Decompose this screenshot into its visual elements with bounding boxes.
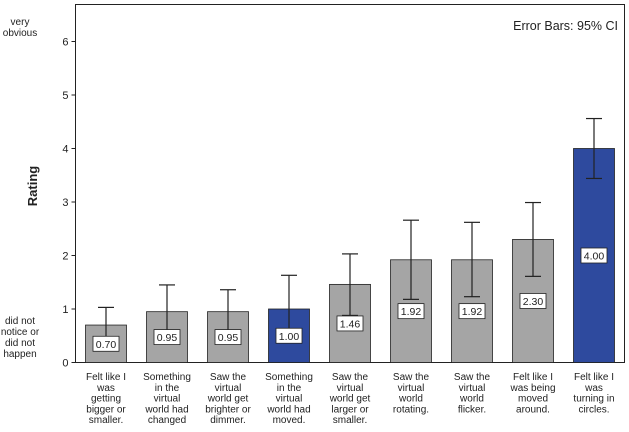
y-anchor-top-line: obvious: [3, 28, 37, 39]
y-anchor-top-line: very: [11, 17, 30, 28]
y-tick-label: 0: [62, 358, 68, 370]
x-category-label-line: circles.: [578, 404, 609, 415]
value-label-box: [580, 247, 608, 264]
y-tick-label: 3: [62, 197, 68, 209]
value-label: 1.92: [462, 306, 483, 318]
x-category-label-line: Felt like I: [574, 372, 614, 383]
x-category-label-line: getting: [91, 394, 121, 405]
value-label: 1.46: [340, 318, 361, 330]
x-category-label-line: flicker.: [458, 404, 486, 415]
x-category-label-line: world: [398, 394, 423, 405]
x-category-label-line: virtual: [337, 383, 364, 394]
value-label-box: [214, 329, 242, 345]
x-category-label-line: world had: [144, 404, 188, 415]
x-category-label-line: Felt like I: [86, 372, 126, 383]
y-tick-label: 6: [62, 37, 68, 49]
y-axis-title: Rating: [25, 166, 40, 207]
x-category-label-line: moved.: [273, 415, 306, 426]
x-category-label-line: in the: [155, 383, 180, 394]
x-category-label-line: moved: [518, 394, 548, 405]
y-anchor-bottom-line: happen: [3, 349, 36, 360]
x-category-label-line: Saw the: [454, 372, 491, 383]
y-tick-label: 2: [62, 251, 68, 263]
value-label-box: [92, 335, 120, 352]
x-category-label-line: virtual: [276, 394, 303, 405]
x-category-label-line: larger or: [331, 404, 369, 415]
value-label: 0.95: [218, 332, 239, 344]
x-category-label-line: world: [459, 394, 484, 405]
value-label: 1.00: [279, 331, 300, 343]
value-label-box: [397, 303, 425, 320]
value-label-box: [458, 303, 486, 320]
x-category-label-line: smaller.: [89, 415, 123, 426]
y-tick-label: 4: [62, 144, 68, 156]
x-category-label-line: world get: [207, 394, 249, 405]
y-anchor-bottom-line: did not: [5, 316, 35, 327]
value-label-box: [275, 327, 303, 344]
y-anchor-bottom-line: notice or: [1, 327, 40, 338]
x-category-label-line: bigger or: [86, 404, 126, 415]
x-category-label-line: in the: [277, 383, 302, 394]
value-label: 0.70: [96, 339, 117, 351]
value-label: 1.92: [401, 306, 422, 318]
value-label: 4.00: [584, 251, 605, 263]
error-bars-layer: [98, 117, 602, 344]
value-labels-layer: 0.70 0.95 0.95 1.00 1.46 1.92 1.92 2.30 4.00: [92, 247, 608, 352]
value-label: 2.30: [523, 296, 544, 308]
x-category-label-line: Saw the: [393, 372, 430, 383]
value-label-box: [519, 293, 547, 309]
y-tick-label: 1: [62, 304, 68, 316]
x-category-label-line: rotating.: [393, 404, 429, 415]
value-label-box: [153, 329, 181, 345]
x-category-label-line: Felt like I: [513, 372, 553, 383]
x-category-label-line: was: [584, 383, 603, 394]
x-category-label-line: Something: [143, 372, 191, 383]
x-category-label-line: world get: [329, 394, 371, 405]
x-category-label-line: virtual: [459, 383, 486, 394]
x-category-label-line: Saw the: [210, 372, 247, 383]
value-label: 0.95: [157, 332, 178, 344]
x-category-label-line: virtual: [398, 383, 425, 394]
y-axis: 0 1 2 3 4 5 6: [62, 37, 76, 370]
x-category-label-line: dimmer.: [210, 415, 246, 426]
x-category-label-line: turning in: [573, 394, 614, 405]
x-category-label-line: was: [96, 383, 115, 394]
x-category-label-line: virtual: [154, 394, 181, 405]
x-category-label-line: was being: [509, 383, 555, 394]
x-category-label-line: around.: [516, 404, 550, 415]
y-anchor-bottom-line: did not: [5, 338, 35, 349]
x-category-label-line: changed: [148, 415, 186, 426]
error-bars-note: Error Bars: 95% CI: [513, 19, 618, 33]
x-category-label-line: Saw the: [332, 372, 369, 383]
x-category-label-line: smaller.: [333, 415, 367, 426]
x-category-label-line: brighter or: [205, 404, 251, 415]
x-category-label-line: Something: [265, 372, 313, 383]
value-label-box: [336, 315, 364, 332]
x-category-label-line: virtual: [215, 383, 242, 394]
x-category-label-line: world had: [266, 404, 310, 415]
y-tick-label: 5: [62, 90, 68, 102]
